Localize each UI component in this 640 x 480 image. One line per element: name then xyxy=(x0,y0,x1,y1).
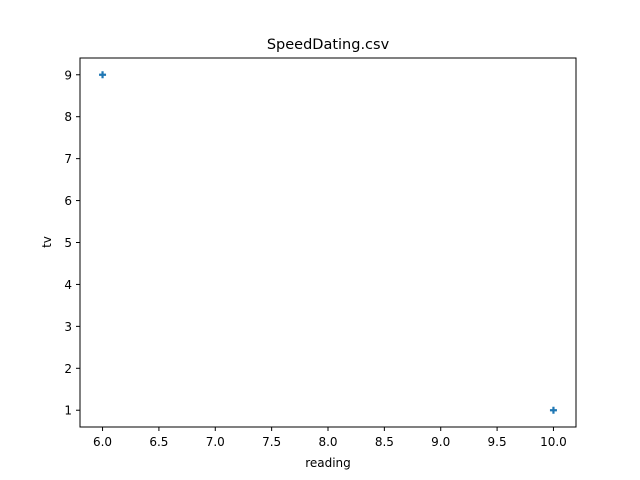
x-tick-label: 8.5 xyxy=(375,435,394,449)
data-points xyxy=(99,71,557,414)
x-tick-label: 9.0 xyxy=(431,435,450,449)
x-tick-label: 6.5 xyxy=(149,435,168,449)
chart-title: SpeedDating.csv xyxy=(267,37,390,53)
data-point xyxy=(549,406,557,414)
x-tick-label: 7.0 xyxy=(206,435,225,449)
y-tick-label: 5 xyxy=(64,236,72,250)
y-tick-label: 7 xyxy=(64,152,72,166)
y-tick-label: 4 xyxy=(64,278,72,292)
y-tick-label: 6 xyxy=(64,194,72,208)
y-tick-label: 9 xyxy=(64,68,72,82)
y-axis: 1 2 3 4 5 6 7 8 9 xyxy=(64,68,80,418)
x-axis: 6.0 6.5 7.0 7.5 8.0 8.5 9.0 9.5 10.0 xyxy=(93,427,567,449)
x-tick-label: 8.0 xyxy=(318,435,337,449)
y-axis-label: tv xyxy=(40,236,54,248)
x-tick-label: 9.5 xyxy=(488,435,507,449)
y-tick-label: 2 xyxy=(64,362,72,376)
x-axis-label: reading xyxy=(305,456,351,470)
x-tick-label: 10.0 xyxy=(540,435,567,449)
x-tick-label: 7.5 xyxy=(262,435,281,449)
y-tick-label: 8 xyxy=(64,110,72,124)
x-tick-label: 6.0 xyxy=(93,435,112,449)
data-point xyxy=(99,71,107,79)
y-tick-label: 3 xyxy=(64,320,72,334)
y-tick-label: 1 xyxy=(64,404,72,418)
